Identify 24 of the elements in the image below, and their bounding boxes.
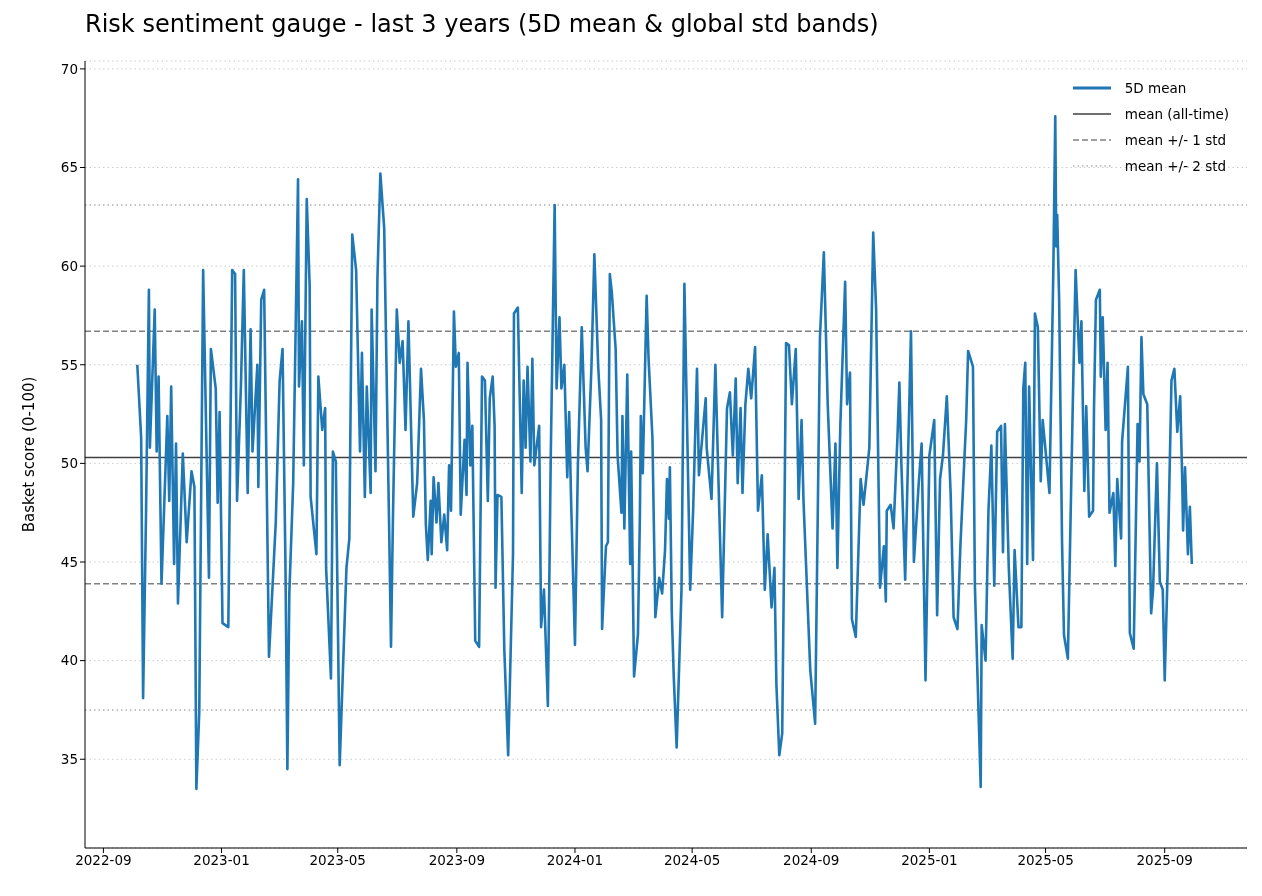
legend-label: mean +/- 2 std [1124,157,1227,176]
x-tick-label: 2025-05 [1017,851,1074,868]
y-tick-label: 70 [60,60,78,77]
y-tick-label: 55 [60,356,78,373]
x-tick-label: 2024-01 [546,851,604,868]
x-tick-label: 2024-05 [663,851,721,868]
legend-label: mean +/- 1 std [1124,131,1227,150]
x-tick-label: 2023-01 [193,851,250,868]
x-tick-label: 2022-09 [75,851,132,868]
x-tick-label: 2024-09 [783,851,840,868]
x-tick-label: 2023-09 [428,851,486,868]
y-tick-label: 50 [60,455,78,472]
y-axis-title: Basket score (0-100) [20,376,39,533]
x-tick-label: 2025-01 [901,851,958,868]
chart-title: Risk sentiment gauge - last 3 years (5D mean & global std bands) [85,10,879,38]
y-tick-label: 45 [60,553,78,570]
legend-label: 5D mean [1124,79,1187,98]
x-tick-label: 2023-05 [309,851,366,868]
x-tick-label: 2025-09 [1136,851,1193,868]
y-tick-label: 65 [60,159,78,176]
y-tick-label: 40 [60,652,78,669]
y-tick-label: 35 [60,751,78,768]
legend-label: mean (all-time) [1124,105,1229,124]
y-tick-label: 60 [60,257,78,274]
